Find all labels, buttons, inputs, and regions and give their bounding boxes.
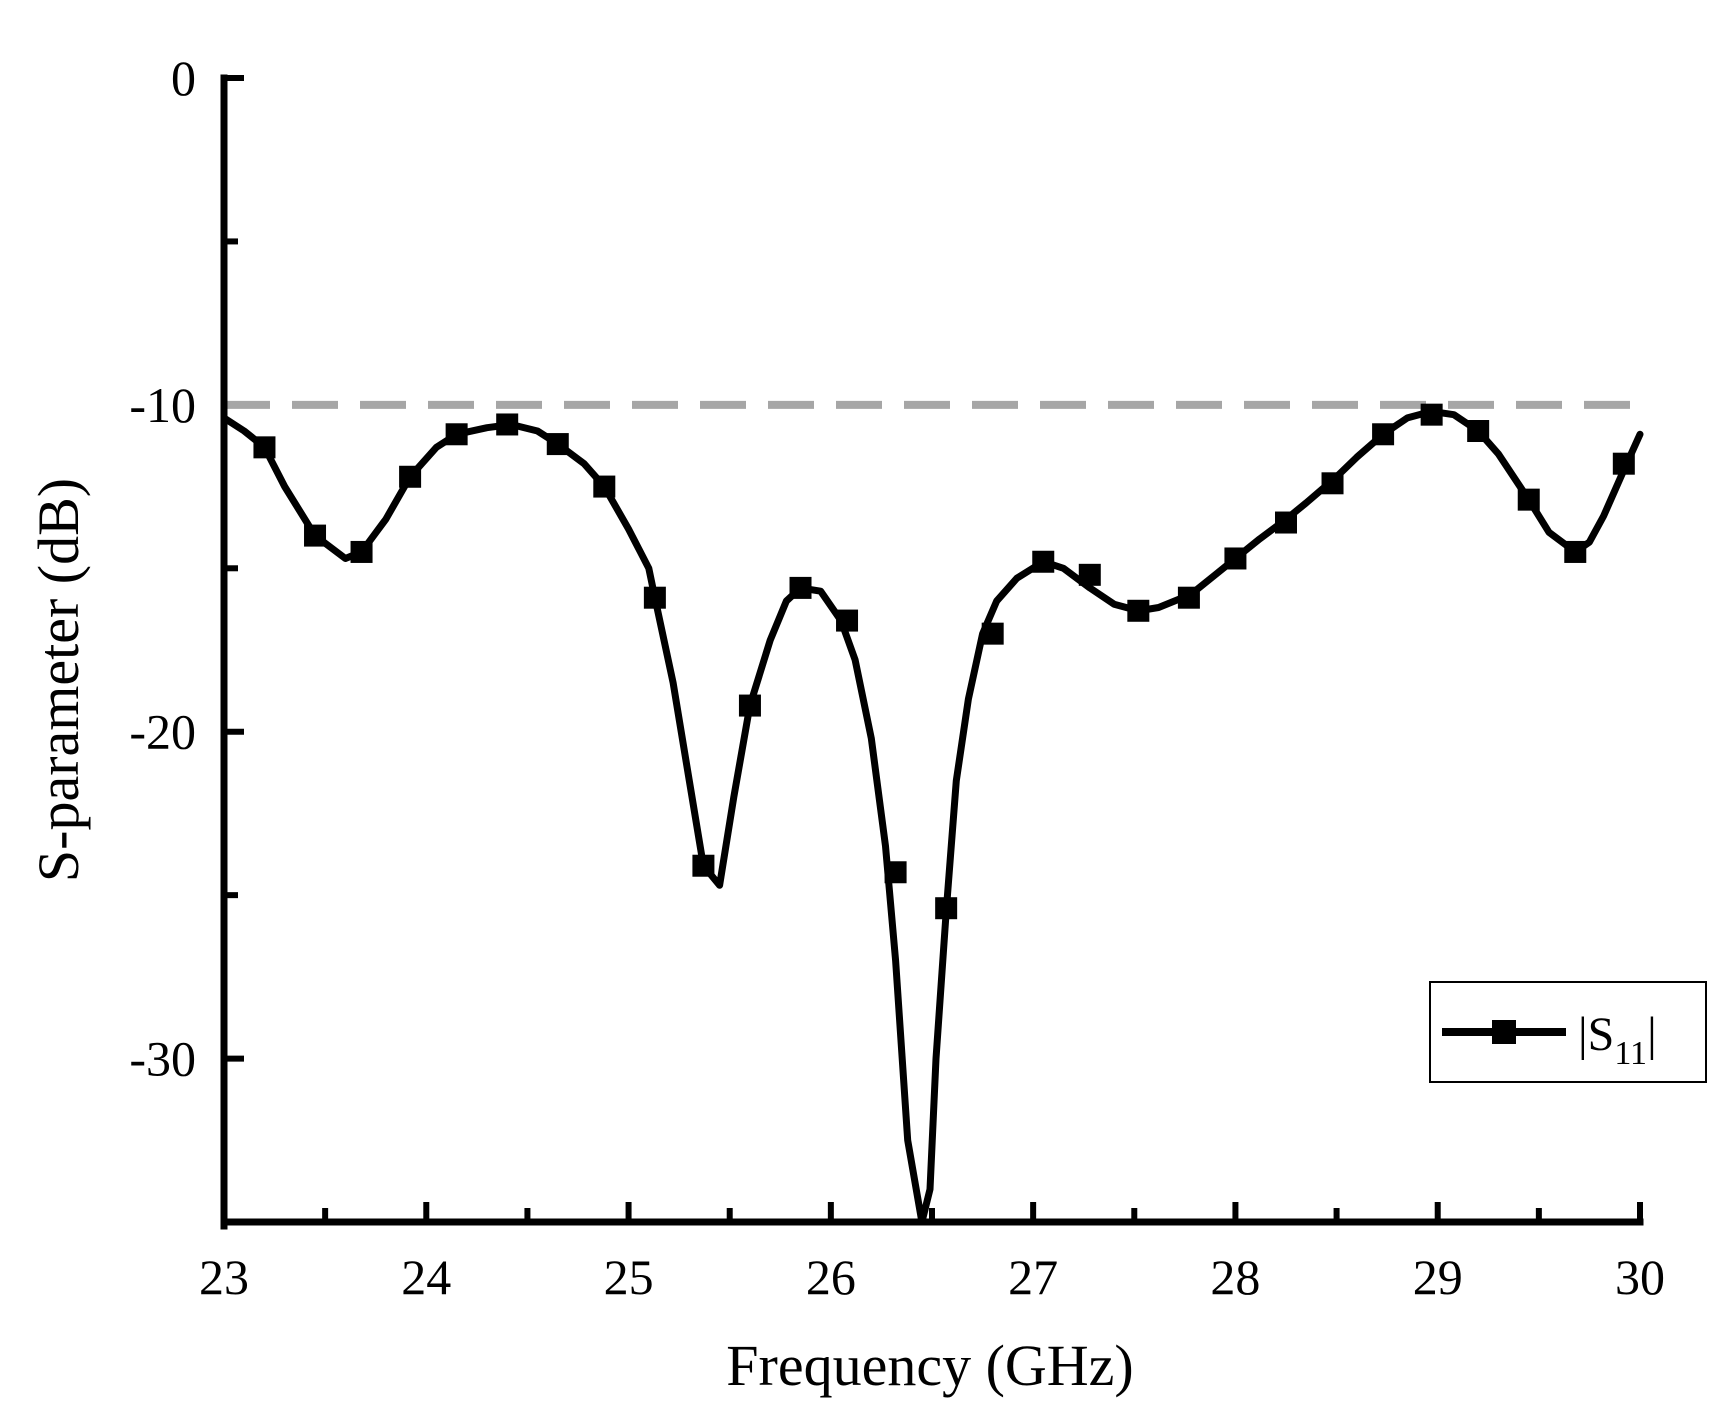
y-tick-label: 0 — [171, 50, 196, 106]
s11-point — [1078, 563, 1101, 586]
s11-point — [1275, 511, 1297, 534]
s11-point — [1224, 547, 1247, 570]
legend-label-subscript: 11 — [1614, 1035, 1647, 1072]
s11-point — [593, 475, 616, 498]
x-tick-label: 28 — [1210, 1249, 1260, 1305]
s11-point — [981, 622, 1004, 645]
s11-point — [253, 436, 276, 459]
s11-point — [1127, 599, 1150, 622]
x-tick-label: 26 — [806, 1249, 856, 1305]
s11-point — [445, 423, 468, 446]
s11-point — [496, 413, 519, 436]
s11-point — [1177, 586, 1200, 609]
plot-area — [220, 403, 1644, 1226]
legend-label-main: |S — [1578, 1008, 1614, 1061]
s11-point — [399, 465, 422, 488]
y-tick-label: -10 — [129, 377, 196, 433]
s11-point — [935, 897, 958, 920]
s11-point — [692, 854, 715, 877]
s11-point — [884, 861, 907, 884]
x-tick-label: 24 — [401, 1249, 451, 1305]
s11-point — [1612, 452, 1635, 475]
s11-series-line — [220, 407, 1644, 1226]
s11-point — [1032, 550, 1055, 573]
s11-point — [546, 433, 569, 456]
legend-marker — [1492, 1020, 1516, 1044]
x-tick-label: 29 — [1413, 1249, 1463, 1305]
s11-point — [836, 609, 859, 632]
legend: |S11| — [1429, 981, 1707, 1083]
y-tick-label: -30 — [129, 1031, 196, 1087]
s11-point — [1517, 488, 1540, 511]
axes — [220, 74, 1644, 1230]
y-axis-title: S-parameter (dB) — [26, 478, 91, 882]
s11-point — [350, 540, 373, 563]
legend-label-suffix: | — [1647, 1008, 1657, 1061]
s11-point — [1467, 420, 1490, 443]
s11-point — [304, 524, 327, 547]
y-axis-ticks: 0 -10 -20 -30 — [129, 50, 244, 1225]
y-tick-label: -20 — [129, 704, 196, 760]
x-tick-label: 30 — [1615, 1249, 1665, 1305]
s11-point — [643, 586, 666, 609]
legend-label: |S11| — [1578, 1008, 1657, 1072]
s11-point — [1372, 423, 1395, 446]
s11-point — [1564, 540, 1587, 563]
s11-point — [738, 694, 761, 717]
x-axis-ticks: 23 24 25 26 27 28 29 30 — [199, 1202, 1665, 1305]
x-tick-label: 27 — [1008, 1249, 1058, 1305]
s11-point — [1420, 403, 1443, 426]
x-axis-title: Frequency (GHz) — [726, 1333, 1133, 1398]
x-tick-label: 25 — [604, 1249, 654, 1305]
s11-point — [789, 576, 812, 599]
x-tick-label: 23 — [199, 1249, 249, 1305]
s11-point — [1321, 472, 1344, 495]
